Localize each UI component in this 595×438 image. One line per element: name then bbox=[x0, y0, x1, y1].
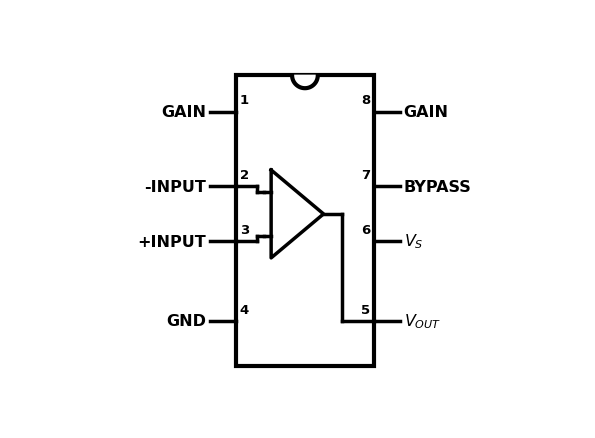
Text: BYPASS: BYPASS bbox=[403, 180, 471, 194]
Text: 7: 7 bbox=[361, 169, 370, 182]
Text: +INPUT: +INPUT bbox=[137, 234, 206, 249]
Text: 4: 4 bbox=[240, 303, 249, 316]
Text: GAIN: GAIN bbox=[403, 105, 449, 120]
Text: $V_S$: $V_S$ bbox=[403, 232, 423, 251]
Polygon shape bbox=[292, 76, 318, 89]
Text: GAIN: GAIN bbox=[161, 105, 206, 120]
Text: -INPUT: -INPUT bbox=[145, 180, 206, 194]
Text: 3: 3 bbox=[240, 223, 249, 236]
Text: 6: 6 bbox=[361, 223, 370, 236]
Text: 1: 1 bbox=[240, 94, 249, 107]
Text: 8: 8 bbox=[361, 94, 370, 107]
Text: 5: 5 bbox=[361, 303, 370, 316]
Text: GND: GND bbox=[166, 314, 206, 329]
Text: 2: 2 bbox=[240, 169, 249, 182]
Text: $V_{OUT}$: $V_{OUT}$ bbox=[403, 312, 441, 331]
Bar bbox=[236, 76, 374, 366]
